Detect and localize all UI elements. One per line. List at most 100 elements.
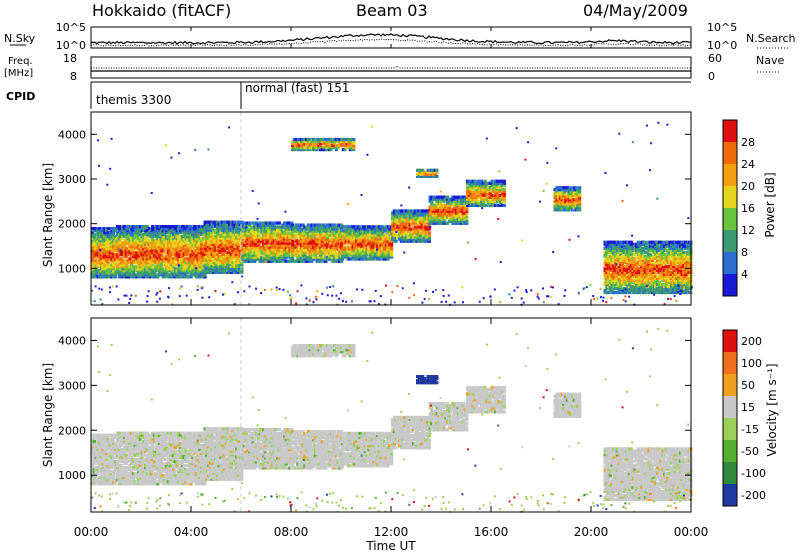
- power-echo: [310, 241, 314, 245]
- power-echo: [207, 238, 211, 242]
- power-echo: [92, 243, 96, 247]
- power-echo: [344, 241, 348, 245]
- power-echo: [138, 275, 142, 279]
- power-echo: [265, 245, 269, 249]
- power-echo: [346, 225, 350, 229]
- power-echo: [184, 227, 188, 231]
- power-echo: [265, 259, 269, 263]
- power-echo: [244, 237, 248, 241]
- power-echo: [451, 215, 455, 219]
- power-echo: [638, 272, 642, 277]
- power-echo: [351, 235, 355, 239]
- power-echo: [483, 191, 487, 195]
- power-echo: [253, 251, 257, 255]
- power-echo: [399, 237, 403, 241]
- power-echo: [117, 273, 121, 277]
- power-echo: [342, 241, 346, 245]
- power-echo: [276, 243, 280, 247]
- power-echo: [410, 237, 414, 241]
- power-echo: [664, 264, 668, 268]
- power-echo: [645, 256, 649, 260]
- power-echo: [205, 258, 209, 262]
- power-echo: [142, 233, 146, 237]
- power-echo: [645, 250, 649, 254]
- power-echo: [367, 243, 371, 247]
- power-echo: [654, 252, 658, 256]
- power-echo: [501, 183, 505, 187]
- power-echo: [226, 236, 230, 240]
- power-echo: [640, 272, 644, 277]
- power-echo: [488, 191, 492, 195]
- power-echo: [453, 197, 457, 201]
- power-echo: [626, 244, 630, 248]
- power-echo: [91, 243, 95, 247]
- power-echo: [277, 245, 281, 249]
- power-echo: [419, 235, 423, 239]
- power-echo: [235, 270, 239, 275]
- power-echo: [165, 255, 169, 259]
- power-echo: [424, 231, 428, 235]
- power-echo: [376, 227, 380, 231]
- power-echo: [605, 274, 609, 279]
- power-echo: [605, 268, 609, 273]
- power-echo: [106, 247, 110, 251]
- power-echo: [241, 245, 245, 249]
- power-echo: [151, 271, 155, 275]
- power-echo: [612, 246, 616, 250]
- power-echo: [456, 199, 460, 203]
- power-echo: [377, 247, 381, 251]
- power-echo: [94, 273, 98, 277]
- power-echo: [156, 239, 160, 243]
- power-echo: [467, 191, 471, 195]
- power-echo: [121, 253, 125, 257]
- cpid-segment-1: themis 3300: [96, 93, 171, 107]
- power-echo: [170, 243, 174, 247]
- power-echo: [290, 231, 294, 235]
- power-echo: [96, 253, 100, 257]
- power-echo: [645, 268, 649, 273]
- power-echo: [564, 196, 568, 200]
- power-echo: [608, 278, 612, 283]
- power-echo: [215, 252, 219, 256]
- power-echo: [106, 263, 110, 267]
- power-echo: [123, 261, 127, 265]
- power-echo: [365, 227, 369, 231]
- power-echo: [391, 211, 395, 215]
- power-echo: [327, 239, 331, 243]
- power-echo: [191, 255, 195, 259]
- power-echo: [643, 284, 647, 289]
- power-echo: [406, 211, 410, 215]
- power-echo: [619, 252, 623, 256]
- power-echo: [664, 288, 668, 293]
- power-echo: [222, 230, 226, 234]
- power-echo: [610, 254, 614, 258]
- power-echo: [168, 227, 172, 231]
- power-echo: [221, 240, 225, 244]
- power-echo: [219, 264, 223, 268]
- power-echo: [656, 248, 660, 252]
- power-echo: [494, 187, 498, 191]
- power-echo: [168, 275, 172, 279]
- power-echo: [327, 253, 331, 257]
- power-echo: [487, 187, 491, 191]
- power-echo: [481, 193, 485, 197]
- power-echo: [456, 211, 460, 215]
- power-echo: [172, 235, 176, 239]
- power-echo: [269, 253, 273, 257]
- power-echo: [376, 255, 380, 259]
- power-echo: [497, 187, 501, 191]
- power-echo: [612, 240, 616, 244]
- power-echo: [622, 250, 626, 254]
- power-echo: [341, 247, 345, 251]
- power-echo: [305, 241, 309, 245]
- power-echo: [446, 211, 450, 215]
- power-echo: [137, 259, 141, 263]
- power-echo: [640, 274, 644, 279]
- power-echo: [384, 247, 388, 251]
- power-echo: [478, 187, 482, 191]
- power-echo: [142, 229, 146, 233]
- power-echo: [670, 270, 674, 275]
- power-echo: [108, 263, 112, 267]
- power-echo: [607, 262, 611, 266]
- power-echo: [248, 229, 252, 233]
